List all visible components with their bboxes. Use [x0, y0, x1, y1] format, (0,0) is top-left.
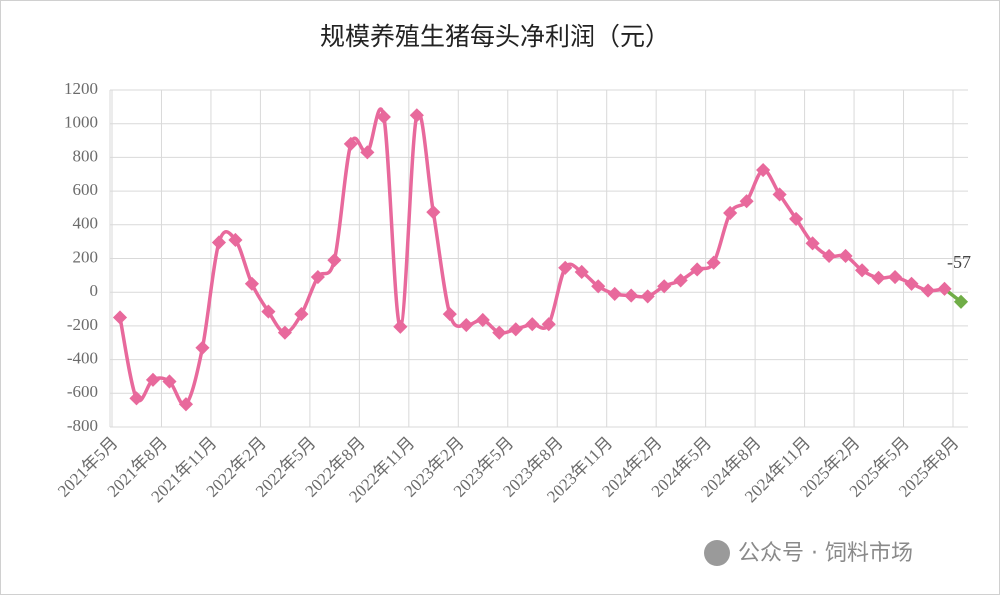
marker [129, 391, 144, 406]
marker [508, 322, 523, 337]
marker [343, 136, 358, 151]
marker [294, 307, 309, 322]
marker [640, 289, 655, 304]
marker [739, 194, 754, 209]
marker [112, 310, 128, 325]
marker [360, 145, 375, 160]
marker [459, 317, 474, 333]
y-tick-label: 1000 [64, 113, 98, 132]
marker [195, 340, 210, 355]
data-label: -57 [947, 252, 971, 272]
watermark-icon [704, 540, 730, 566]
marker [789, 211, 804, 226]
marker [953, 294, 969, 309]
marker [822, 248, 837, 264]
watermark: 公众号 · 饲料市场 [738, 541, 913, 566]
marker [871, 270, 886, 285]
marker [178, 397, 194, 412]
y-tick-label: 400 [73, 214, 99, 233]
marker [756, 162, 771, 178]
marker [541, 317, 556, 332]
marker [854, 263, 870, 278]
y-tick-label: -400 [67, 349, 98, 368]
marker [525, 317, 540, 332]
y-tick-label: -600 [67, 382, 98, 401]
marker [920, 283, 936, 298]
marker [211, 235, 227, 250]
marker [591, 279, 606, 294]
marker [904, 276, 919, 291]
marker [838, 248, 853, 264]
marker [393, 319, 408, 334]
marker [310, 269, 325, 285]
marker [805, 236, 820, 251]
y-tick-label: -200 [67, 315, 98, 334]
marker [558, 260, 573, 275]
y-tick-label: 1200 [64, 79, 98, 98]
marker [574, 264, 589, 280]
marker [277, 325, 292, 340]
marker [409, 108, 424, 123]
marker [723, 205, 738, 221]
marker [442, 307, 457, 322]
chart-title: 规模养殖生猪每头净利润（元） [320, 22, 670, 51]
marker [690, 262, 705, 277]
marker [162, 374, 177, 389]
y-tick-label: 200 [73, 247, 99, 266]
marker [673, 273, 688, 288]
y-tick-label: -800 [67, 416, 98, 435]
marker [937, 281, 952, 296]
marker [657, 279, 672, 294]
y-tick-label: 600 [73, 180, 99, 199]
marker [607, 286, 622, 301]
marker [244, 276, 259, 291]
marker [327, 253, 342, 268]
marker [376, 109, 391, 125]
y-tick-label: 800 [73, 146, 99, 165]
marker [492, 325, 507, 340]
marker [624, 288, 639, 303]
marker [887, 269, 903, 285]
marker [228, 232, 243, 248]
marker [475, 312, 490, 328]
marker [706, 255, 721, 270]
y-tick-label: 0 [90, 281, 99, 300]
marker [426, 205, 441, 220]
marker [145, 372, 161, 387]
marker [772, 187, 787, 202]
marker [261, 304, 276, 319]
